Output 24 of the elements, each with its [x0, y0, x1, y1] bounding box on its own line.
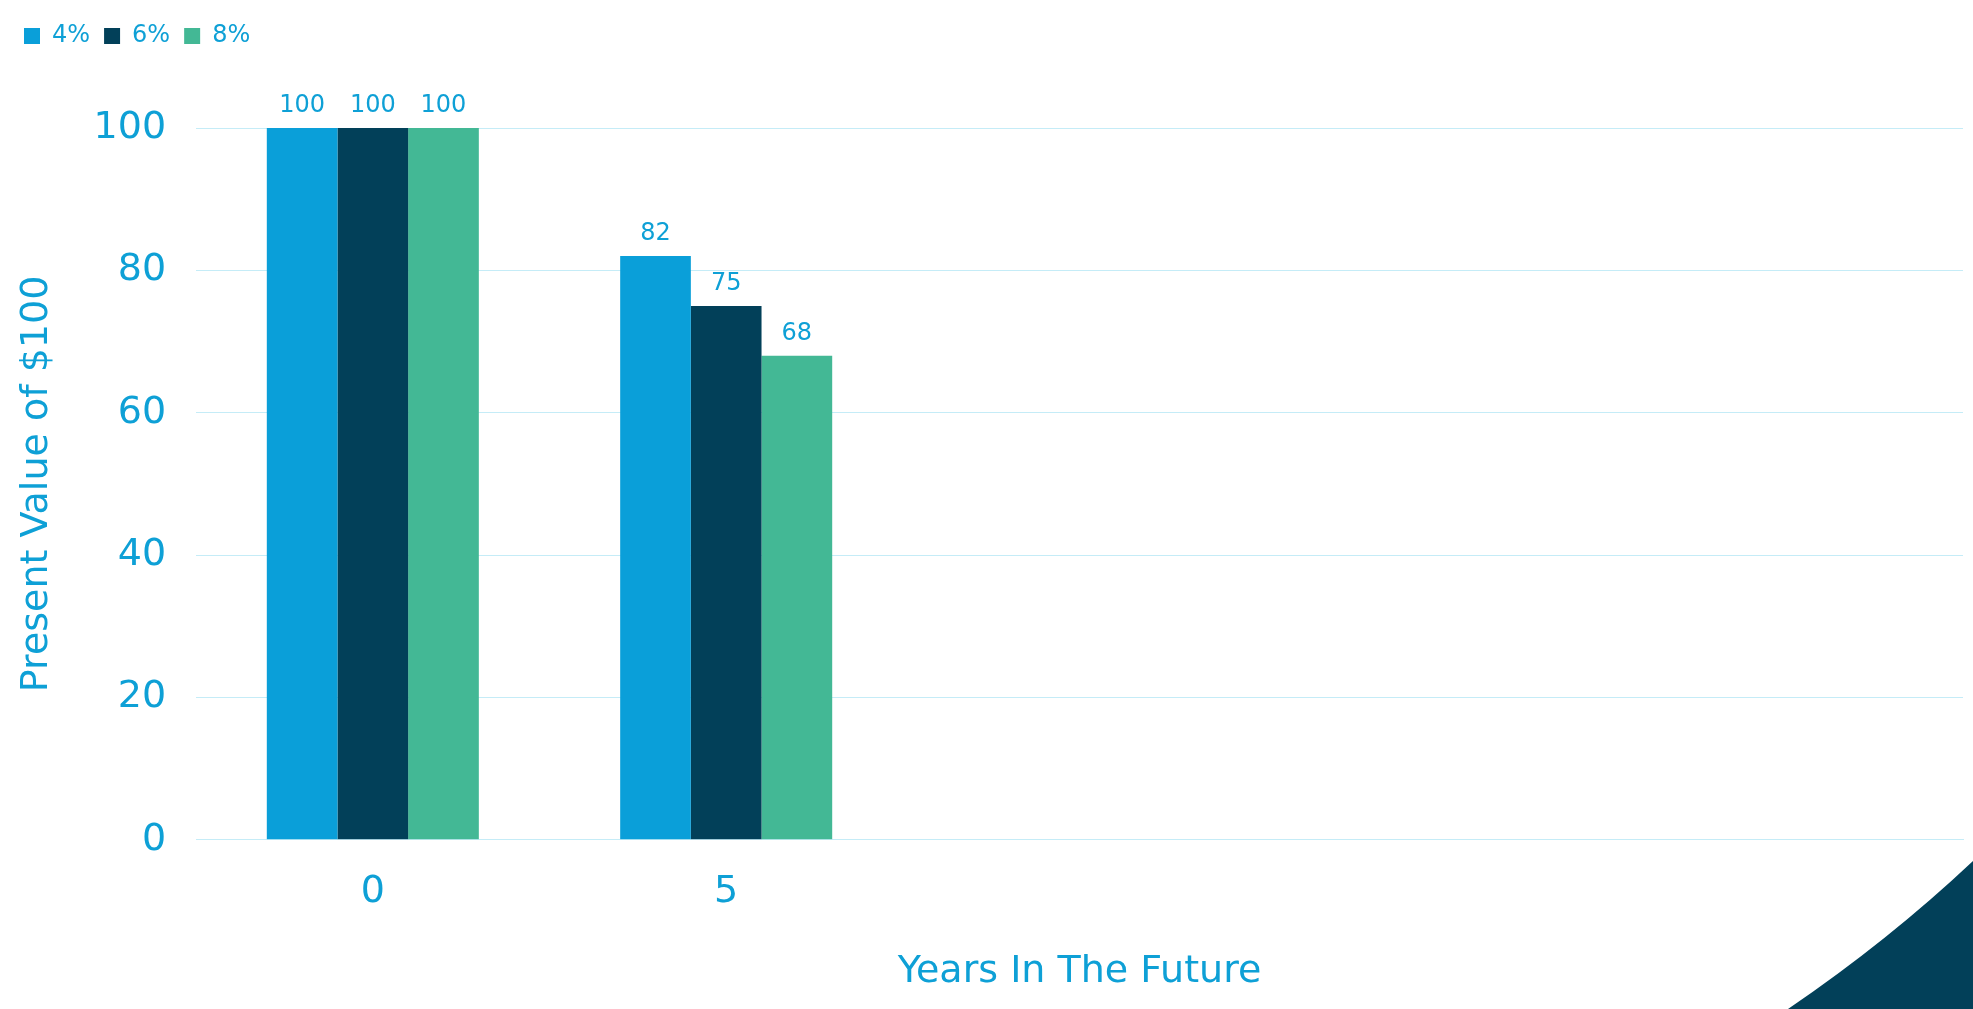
- y-axis-title: Present Value of $100: [11, 275, 56, 693]
- legend-label: 4%: [52, 20, 91, 49]
- x-tick-label: 5: [714, 867, 739, 912]
- bar: [761, 355, 833, 840]
- y-tick-label: 60: [117, 387, 167, 432]
- data-label: 75: [710, 268, 742, 297]
- data-label: 100: [349, 90, 396, 119]
- bar: [690, 305, 762, 840]
- data-label: 68: [781, 318, 813, 347]
- y-tick-label: 20: [117, 672, 167, 717]
- data-label: 100: [420, 90, 467, 119]
- data-label: 82: [640, 218, 671, 247]
- legend-label: 6%: [132, 20, 171, 49]
- bar: [337, 128, 409, 840]
- y-tick-label: 80: [117, 245, 167, 290]
- x-axis-title: Years In The Future: [896, 947, 1262, 992]
- bar: [620, 256, 691, 840]
- y-tick-label: 100: [93, 102, 167, 147]
- y-tick-label: 0: [141, 814, 167, 859]
- y-tick-label: 40: [117, 529, 167, 574]
- bar: [408, 128, 479, 840]
- data-label: 100: [279, 90, 326, 119]
- legend-label: 8%: [212, 20, 251, 49]
- bar: [266, 128, 338, 840]
